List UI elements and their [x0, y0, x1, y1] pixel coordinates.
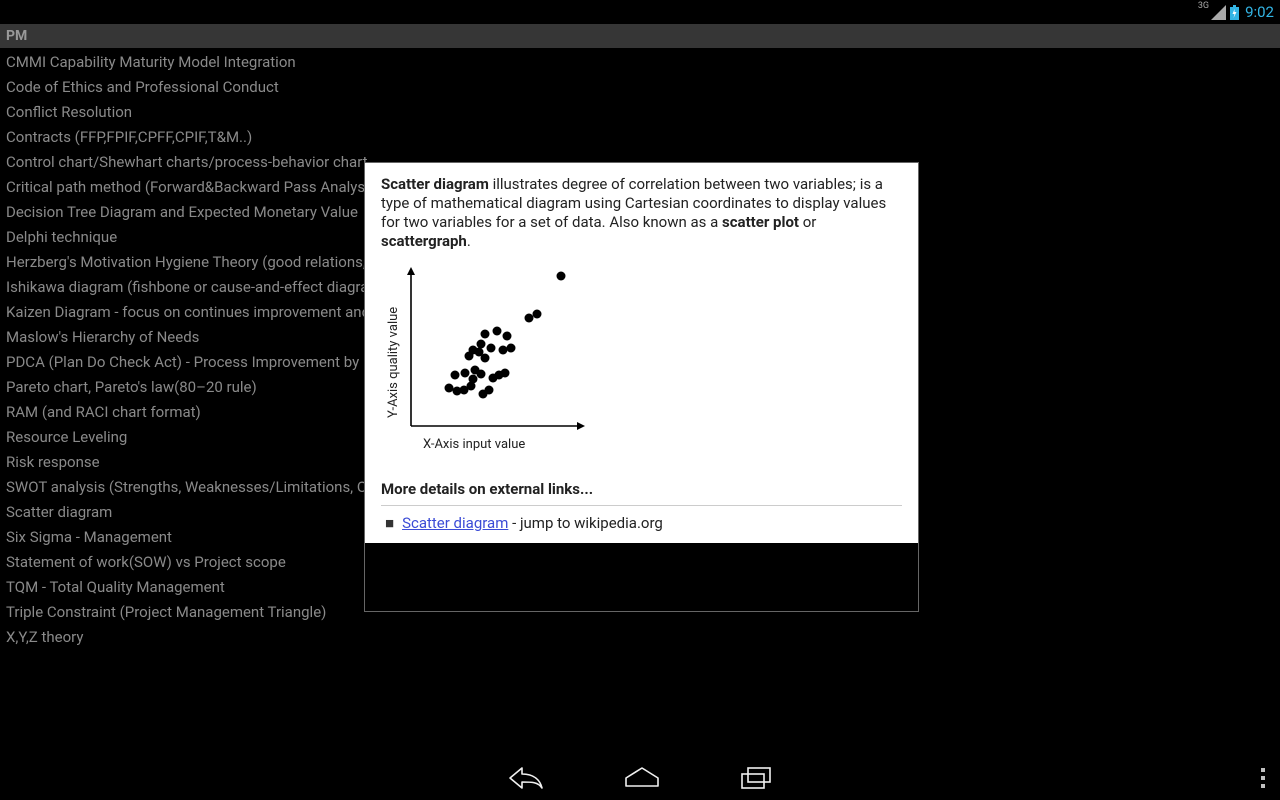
- list-item[interactable]: PDCA (Plan Do Check Act) - Process Impro…: [6, 350, 394, 375]
- status-bar: 3G 9:02: [0, 0, 1280, 24]
- network-label: 3G: [1198, 1, 1209, 11]
- list-item[interactable]: Delphi technique: [6, 225, 394, 250]
- list-item[interactable]: Six Sigma - Management: [6, 525, 394, 550]
- list-item[interactable]: Kaizen Diagram - focus on continues impr…: [6, 300, 394, 325]
- list-item[interactable]: Control chart/Shewhart charts/process-be…: [6, 150, 394, 175]
- app-bar: PM: [0, 24, 1280, 48]
- dialog-body: Scatter diagram illustrates degree of co…: [365, 163, 918, 543]
- list-item[interactable]: Conflict Resolution: [6, 100, 394, 125]
- list-item[interactable]: Triple Constraint (Project Management Tr…: [6, 600, 394, 625]
- list-item[interactable]: Herzberg's Motivation Hygiene Theory (go…: [6, 250, 394, 275]
- app-title: PM: [6, 28, 27, 44]
- list-item[interactable]: Pareto chart, Pareto's law(80–20 rule): [6, 375, 394, 400]
- wikipedia-link[interactable]: Scatter diagram: [402, 514, 508, 532]
- definition-text: Scatter diagram illustrates degree of co…: [381, 175, 902, 251]
- scatter-chart: X-Axis input value Y-Axis quality value: [381, 261, 902, 466]
- signal-icon: [1211, 5, 1226, 20]
- list-item[interactable]: Scatter diagram: [6, 500, 394, 525]
- dialog-footer-space: [365, 543, 918, 611]
- list-item[interactable]: Contracts (FFP,FPIF,CPFF,CPIF,T&M..): [6, 125, 394, 150]
- status-clock: 9:02: [1245, 3, 1274, 21]
- list-item[interactable]: X,Y,Z theory: [6, 625, 394, 650]
- external-links-heading: More details on external links...: [381, 480, 902, 499]
- svg-text:X-Axis input value: X-Axis input value: [423, 437, 525, 452]
- term-bold: Scatter diagram: [381, 175, 489, 193]
- list-item[interactable]: TQM - Total Quality Management: [6, 575, 394, 600]
- battery-icon: [1230, 5, 1239, 20]
- overflow-menu-icon[interactable]: [1260, 767, 1266, 789]
- list-item[interactable]: Decision Tree Diagram and Expected Monet…: [6, 200, 394, 225]
- back-icon[interactable]: [508, 764, 544, 792]
- list-item[interactable]: CMMI Capability Maturity Model Integrati…: [6, 50, 394, 75]
- home-icon[interactable]: [624, 766, 660, 790]
- list-item[interactable]: SWOT analysis (Strengths, Weaknesses/Lim…: [6, 475, 394, 500]
- bullet-icon: ■: [385, 514, 394, 533]
- list-item[interactable]: Critical path method (Forward&Backward P…: [6, 175, 394, 200]
- nav-bar: [0, 756, 1280, 800]
- list-item[interactable]: Code of Ethics and Professional Conduct: [6, 75, 394, 100]
- list-item[interactable]: Maslow's Hierarchy of Needs: [6, 325, 394, 350]
- topic-list: CMMI Capability Maturity Model Integrati…: [6, 50, 394, 650]
- list-item[interactable]: RAM (and RACI chart format): [6, 400, 394, 425]
- list-item[interactable]: Statement of work(SOW) vs Project scope: [6, 550, 394, 575]
- link-suffix: - jump to wikipedia.org: [508, 514, 662, 532]
- definition-dialog: Scatter diagram illustrates degree of co…: [364, 162, 919, 612]
- recent-apps-icon[interactable]: [740, 766, 772, 790]
- external-link-row: ■ Scatter diagram - jump to wikipedia.or…: [381, 506, 902, 533]
- list-item[interactable]: Risk response: [6, 450, 394, 475]
- list-item[interactable]: Ishikawa diagram (fishbone or cause-and-…: [6, 275, 394, 300]
- list-item[interactable]: Resource Leveling: [6, 425, 394, 450]
- svg-text:Y-Axis quality value: Y-Axis quality value: [386, 307, 401, 418]
